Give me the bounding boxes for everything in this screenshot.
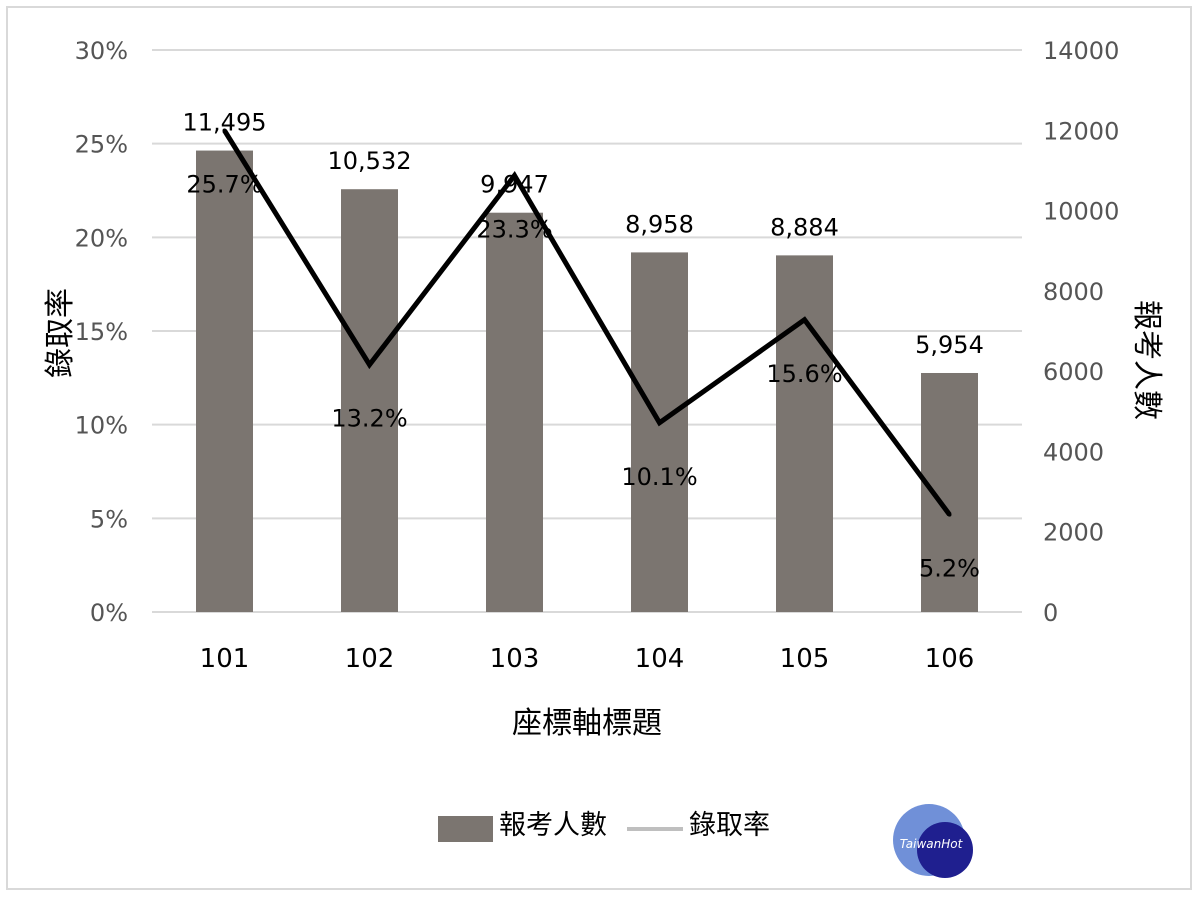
legend-label-line: 錄取率: [689, 810, 770, 841]
y-tick-right: 0: [1043, 599, 1058, 627]
gridlines: [152, 49, 1022, 613]
y-tick-left: 0%: [90, 599, 128, 627]
chart-frame: [6, 6, 1192, 890]
x-tick: 105: [780, 644, 830, 674]
y-tick-right: 14000: [1043, 37, 1119, 65]
y-axis-title-left: 錄取率: [43, 288, 78, 378]
watermark-text: TaiwanHot: [900, 837, 964, 851]
x-tick: 103: [490, 644, 540, 674]
y-tick-right: 4000: [1043, 438, 1104, 466]
y-tick-right: 2000: [1043, 519, 1104, 547]
legend-label-bar: 報考人數: [499, 810, 607, 841]
line-value-label: 10.1%: [621, 463, 697, 491]
x-tick: 101: [200, 644, 250, 674]
y-tick-left: 10%: [75, 412, 128, 440]
x-tick: 104: [635, 644, 685, 674]
bar-value-label: 5,954: [915, 331, 984, 359]
watermark-logo: TaiwanHot: [893, 804, 973, 878]
y-tick-left: 30%: [75, 37, 128, 65]
y-tick-left: 25%: [75, 131, 128, 159]
x-tick: 102: [345, 644, 395, 674]
line-point: [657, 420, 662, 425]
y-tick-left: 15%: [75, 318, 128, 346]
y-tick-right: 6000: [1043, 358, 1104, 386]
y-tick-right: 10000: [1043, 198, 1119, 226]
watermark-circle-dark: [917, 822, 973, 878]
bar-value-label: 9,947: [480, 171, 549, 199]
line-value-label: 5.2%: [919, 555, 980, 583]
bar-value-label: 10,532: [328, 147, 412, 175]
rate-line: [222, 129, 952, 517]
y-tick-left: 20%: [75, 224, 128, 252]
legend-swatch-bar: [438, 816, 493, 842]
bar: [486, 212, 543, 612]
y-tick-right: 12000: [1043, 117, 1119, 145]
y-axis-title-right: 報考人數: [1129, 300, 1164, 420]
line-series: [222, 128, 952, 517]
bar-value-label: 8,958: [625, 210, 694, 238]
bar: [196, 150, 253, 612]
bar: [776, 255, 833, 612]
x-tick: 106: [925, 644, 975, 674]
x-axis-title: 座標軸標題: [512, 706, 662, 741]
line-point: [802, 317, 807, 322]
data-labels: 11,495 10,532 9,947 8,958 8,884 5,954 25.7% 13.…: [183, 109, 984, 583]
line-value-label: 25.7%: [186, 171, 262, 199]
line-point: [512, 173, 517, 178]
y-tick-left: 5%: [90, 505, 128, 533]
bar-series: [196, 150, 978, 613]
line-point: [222, 128, 227, 133]
tick-labels: 0% 5% 10% 15% 20% 25% 30% 0 2000 4000 6000 8000 1000…: [75, 37, 1120, 674]
bar: [341, 189, 398, 612]
line-point: [367, 362, 372, 367]
bar-value-label: 8,884: [770, 213, 839, 241]
y-tick-right: 8000: [1043, 278, 1104, 306]
line-point: [947, 512, 952, 517]
bar: [631, 252, 688, 613]
line-value-label: 23.3%: [476, 216, 552, 244]
line-value-label: 13.2%: [331, 405, 407, 433]
legend: 報考人數 錄取率: [438, 810, 770, 842]
line-value-label: 15.6%: [766, 360, 842, 388]
bar-value-label: 11,495: [183, 109, 267, 137]
